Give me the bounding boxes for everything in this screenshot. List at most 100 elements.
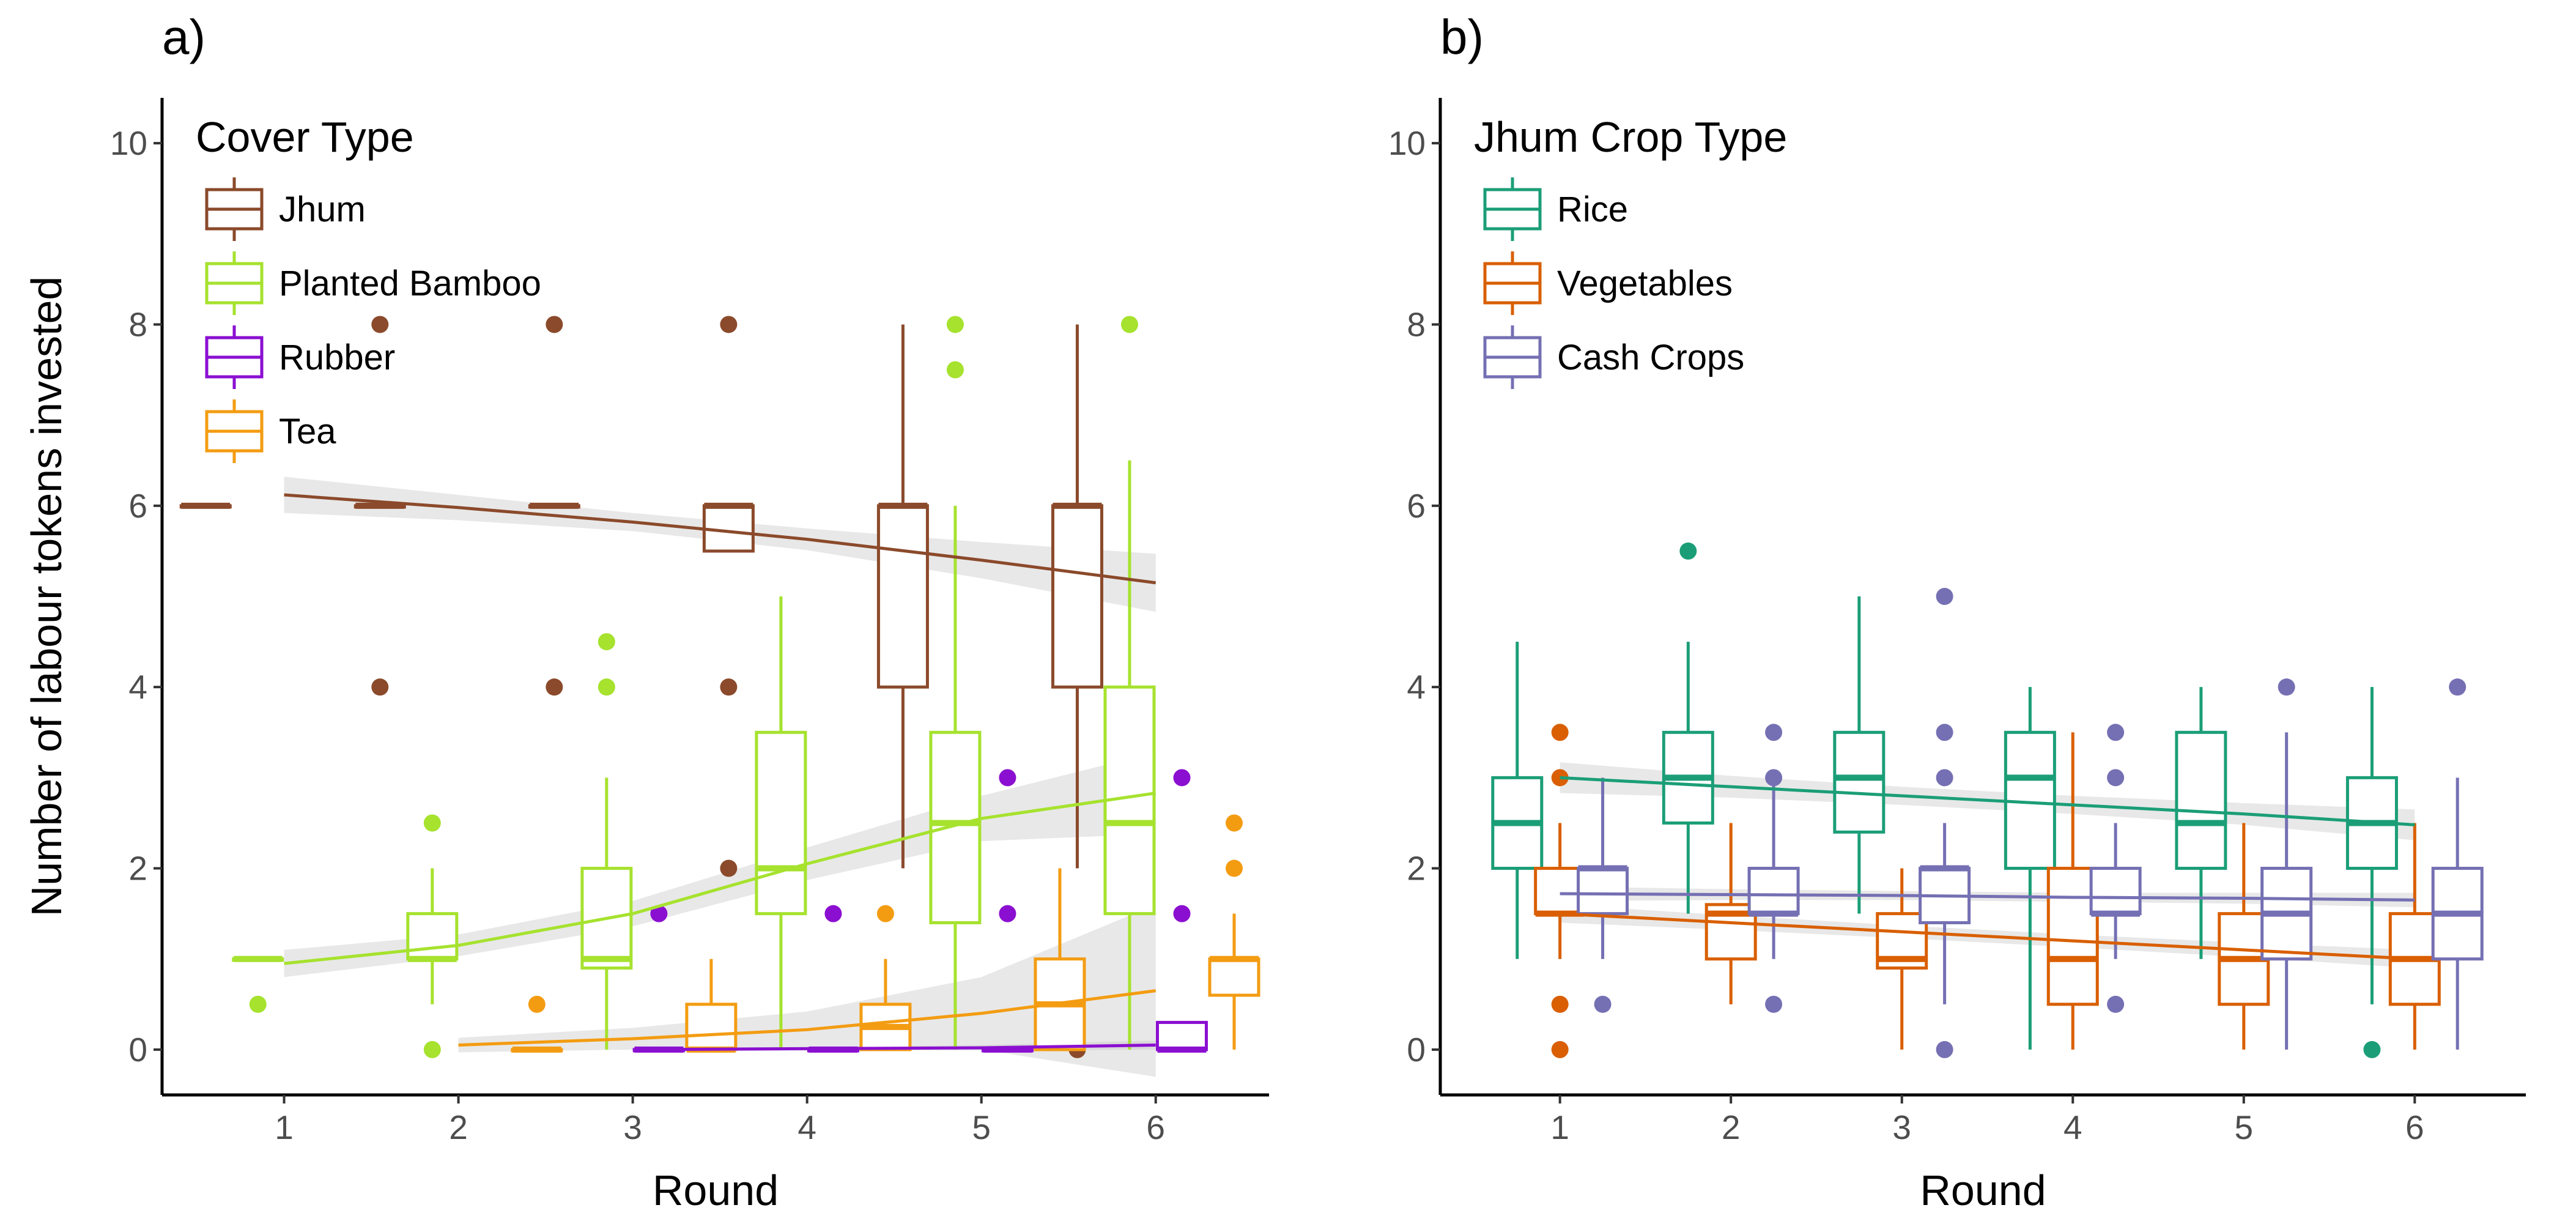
box-jhum-round-5 — [876, 324, 929, 869]
legend-key-rubber: Rubber — [205, 325, 395, 389]
legend: Jhum Crop Type Rice Vegetables Cash Crops — [1474, 113, 1787, 389]
trend-line-tea — [458, 989, 1157, 1047]
legend-title: Jhum Crop Type — [1474, 113, 1787, 161]
box-vegetables-round-4 — [2046, 732, 2099, 1050]
box-iqr — [1833, 730, 1886, 834]
outlier-point — [1120, 316, 1138, 333]
x-tick-label: 6 — [1146, 1108, 1165, 1146]
y-tick-label: 6 — [128, 487, 147, 525]
outlier-point — [2107, 769, 2125, 787]
x-tick-label: 4 — [798, 1108, 816, 1146]
box-iqr — [929, 730, 982, 924]
box-iqr — [685, 1003, 738, 1052]
box-cash-crops-round-5 — [2260, 678, 2313, 1050]
outlier-point — [2449, 678, 2467, 696]
outlier-point — [1173, 905, 1191, 922]
outlier-point — [1765, 769, 1783, 787]
box-jhum-round-1 — [179, 502, 232, 509]
outlier-point — [423, 814, 441, 832]
box-iqr — [2175, 730, 2227, 870]
x-tick-label: 2 — [449, 1108, 468, 1146]
outlier-point — [1225, 859, 1243, 877]
box-cash-crops-round-4 — [2089, 724, 2142, 1013]
y-tick-label: 2 — [1407, 850, 1426, 888]
outlier-point — [546, 316, 563, 333]
box-jhum-round-4 — [702, 316, 755, 877]
box-planted-bamboo-round-2 — [406, 814, 459, 1058]
box-planted-bamboo-round-3 — [580, 633, 633, 1050]
y-tick-label: 8 — [1407, 305, 1426, 343]
outlier-point — [1551, 995, 1569, 1013]
legend: Cover Type Jhum Planted Bamboo Rubber Tea — [196, 113, 541, 463]
x-tick-label: 1 — [275, 1108, 294, 1146]
x-axis-title: Round — [653, 1167, 779, 1214]
y-tick-label: 8 — [128, 305, 147, 343]
outlier-point — [1551, 1040, 1569, 1058]
box-iqr — [1051, 504, 1103, 689]
x-axis-title: Round — [1920, 1167, 2046, 1214]
box-iqr — [1208, 957, 1260, 997]
box-tea-round-4 — [859, 905, 912, 1052]
box-tea-round-6 — [1208, 814, 1260, 1050]
outlier-point — [1936, 724, 1953, 741]
box-rice-round-3 — [1833, 596, 1886, 914]
y-axis-title: Number of labour tokens invested — [23, 276, 70, 917]
x-tick-label: 2 — [1722, 1108, 1741, 1146]
box-cash-crops-round-6 — [2431, 678, 2484, 1050]
x-tick-label: 5 — [972, 1108, 991, 1146]
x-tick-label: 5 — [2234, 1108, 2253, 1146]
box-iqr — [1155, 1020, 1208, 1052]
outlier-point — [2107, 995, 2125, 1013]
legend-key-jhum: Jhum — [205, 177, 366, 241]
legend-label: Rice — [1557, 190, 1628, 229]
outlier-point — [1765, 995, 1783, 1013]
box-vegetables-round-3 — [1876, 868, 1928, 1050]
box-vegetables-round-2 — [1704, 823, 1757, 1004]
box-cash-crops-round-3 — [1919, 588, 1971, 1058]
outlier-point — [946, 361, 964, 379]
outlier-point — [720, 678, 738, 696]
x-tick-label: 4 — [2063, 1108, 2082, 1146]
legend-label: Cash Crops — [1557, 338, 1744, 377]
box-cash-crops-round-2 — [1747, 724, 1800, 1013]
legend-title: Cover Type — [196, 113, 414, 161]
box-planted-bamboo-round-5 — [929, 316, 982, 1050]
outlier-point — [423, 1040, 441, 1058]
legend-label: Planted Bamboo — [279, 264, 541, 303]
outlier-point — [720, 859, 738, 877]
box-planted-bamboo-round-4 — [755, 596, 807, 1050]
y-tick-label: 6 — [1407, 487, 1426, 525]
trend-line-rice — [1560, 776, 2415, 826]
box-rubber-round-6 — [1155, 769, 1208, 1053]
panel-label: a) — [162, 10, 205, 64]
outlier-point — [1936, 769, 1953, 787]
y-tick-label: 4 — [128, 668, 147, 706]
outlier-point — [1765, 724, 1783, 741]
box-tea-round-5 — [1034, 868, 1086, 1052]
outlier-point — [1173, 769, 1191, 787]
x-tick-label: 3 — [1892, 1108, 1911, 1146]
outlier-point — [1551, 724, 1569, 741]
x-tick-label: 3 — [623, 1108, 642, 1146]
trend-line-vegetables — [1560, 912, 2415, 961]
legend-key-cash-crops: Cash Crops — [1483, 325, 1744, 389]
box-jhum-round-6 — [1051, 324, 1103, 1058]
panel-label: b) — [1440, 10, 1484, 64]
outlier-point — [371, 316, 389, 333]
outlier-point — [598, 633, 615, 651]
outlier-point — [249, 995, 267, 1013]
box-planted-bamboo-round-1 — [232, 955, 284, 1013]
box-rice-round-5 — [2175, 687, 2227, 959]
outlier-point — [371, 678, 389, 696]
y-tick-label: 4 — [1407, 668, 1426, 706]
trend-line-jhum — [284, 493, 1157, 585]
box-iqr — [1577, 867, 1629, 916]
outlier-point — [528, 995, 546, 1013]
ci-band-tea — [458, 904, 1156, 1077]
box-rice-round-2 — [1662, 542, 1714, 914]
box-jhum-round-3 — [528, 316, 580, 696]
outlier-point — [1936, 588, 1953, 605]
outlier-point — [824, 905, 842, 922]
